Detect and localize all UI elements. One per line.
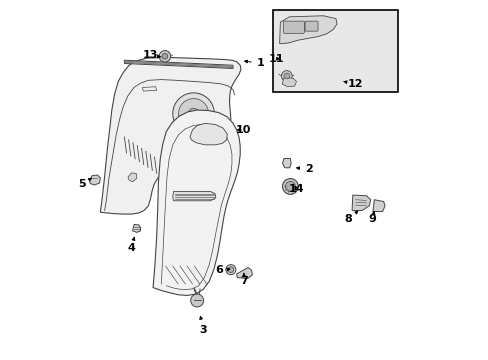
Circle shape [285, 181, 295, 192]
Polygon shape [153, 110, 240, 296]
Polygon shape [132, 225, 140, 232]
Polygon shape [190, 123, 227, 145]
Text: 9: 9 [368, 211, 376, 224]
Polygon shape [89, 175, 100, 185]
FancyBboxPatch shape [305, 21, 317, 31]
Polygon shape [128, 173, 137, 182]
Polygon shape [172, 192, 215, 201]
Circle shape [284, 73, 289, 79]
Polygon shape [351, 195, 370, 211]
Text: 10: 10 [236, 125, 251, 135]
Polygon shape [279, 16, 336, 44]
Polygon shape [372, 200, 384, 212]
Circle shape [281, 71, 292, 81]
Bar [273, 10, 397, 92]
Text: 11: 11 [268, 54, 283, 64]
Text: 14: 14 [288, 184, 304, 194]
Polygon shape [282, 158, 290, 168]
Text: 6: 6 [215, 265, 229, 275]
Text: 7: 7 [240, 273, 248, 286]
Circle shape [227, 267, 233, 273]
FancyBboxPatch shape [283, 21, 304, 33]
Circle shape [178, 99, 208, 129]
Polygon shape [236, 267, 252, 279]
Circle shape [225, 265, 235, 275]
Text: 4: 4 [127, 237, 135, 253]
Circle shape [282, 179, 298, 194]
Text: 3: 3 [199, 316, 206, 335]
Text: 2: 2 [296, 164, 312, 174]
Text: 5: 5 [79, 178, 91, 189]
Text: 12: 12 [343, 79, 362, 89]
Polygon shape [282, 78, 296, 87]
Circle shape [188, 108, 199, 119]
Circle shape [190, 294, 203, 307]
Text: 8: 8 [344, 211, 357, 224]
Circle shape [201, 122, 228, 149]
Polygon shape [100, 57, 241, 214]
Polygon shape [124, 60, 233, 68]
Text: 1: 1 [244, 58, 264, 68]
Text: 13: 13 [142, 50, 161, 60]
Circle shape [162, 53, 167, 59]
Circle shape [172, 93, 214, 134]
Circle shape [206, 126, 224, 144]
Circle shape [159, 50, 170, 62]
